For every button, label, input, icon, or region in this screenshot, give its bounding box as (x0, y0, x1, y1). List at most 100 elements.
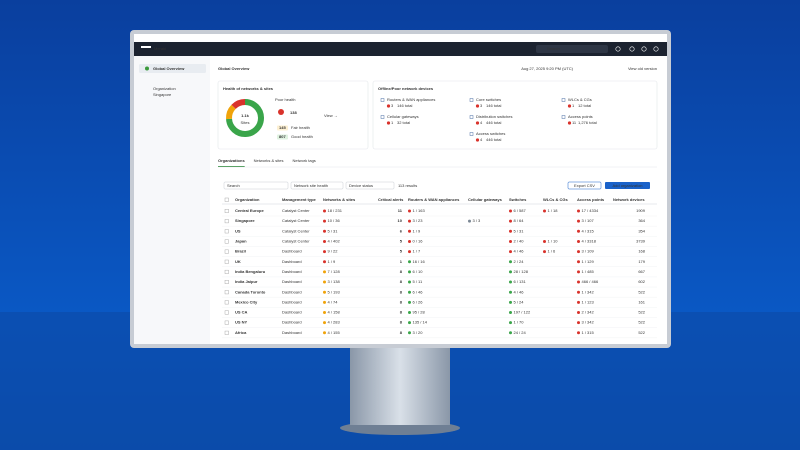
critical-alerts[interactable]: 8 (400, 330, 403, 335)
tab[interactable]: Network tags (292, 158, 315, 163)
network-devices: 161 (638, 299, 645, 304)
tab-indicator (218, 166, 245, 167)
top-icon[interactable] (615, 46, 621, 52)
cell-count: 4 / 46 (514, 249, 525, 254)
header-checkbox[interactable] (224, 197, 229, 202)
row-checkbox[interactable] (224, 330, 229, 335)
device-name[interactable]: Routers & WAN appliances (387, 97, 435, 102)
cell: Catalyst Center (282, 208, 310, 213)
filter-text: Search (227, 183, 240, 188)
row-checkbox[interactable] (224, 239, 229, 244)
device-name[interactable]: Cellular gateways (387, 114, 419, 119)
status-dot (509, 280, 512, 284)
status-dot (577, 280, 580, 284)
cell: Dashboard (282, 310, 302, 315)
cell-count: 7 / 128 (328, 269, 341, 274)
row-checkbox[interactable] (224, 280, 229, 284)
org-link[interactable]: US NY (235, 320, 248, 325)
row-checkbox[interactable] (224, 209, 229, 213)
top-icon[interactable] (629, 46, 635, 52)
device-name[interactable]: Access switches (476, 131, 505, 136)
status-dot (408, 321, 411, 325)
critical-alerts[interactable]: 8 (400, 299, 403, 304)
top-icon[interactable] (641, 46, 647, 52)
offline-count: 4 (480, 120, 483, 125)
device-name[interactable]: Access points (568, 114, 593, 119)
add-button[interactable] (605, 182, 650, 189)
row-checkbox[interactable] (224, 229, 229, 234)
status-dot (509, 290, 512, 294)
org-link[interactable]: Japan (235, 239, 247, 244)
critical-alerts[interactable]: 8 (400, 320, 403, 325)
nav-icon (145, 66, 149, 71)
org-link[interactable]: India Bengaluru (235, 269, 266, 274)
offline-count: 1 (391, 120, 394, 125)
critical-alerts[interactable]: 5 (400, 249, 403, 254)
critical-alerts[interactable]: 5 (400, 239, 403, 244)
cell-count: 5 / 31 (328, 228, 339, 233)
cell-count: 135 / 14 (413, 320, 428, 325)
add-label: Add organization (612, 183, 642, 188)
org-link[interactable]: UK (235, 259, 241, 264)
view-link[interactable]: View → (324, 113, 338, 118)
org-link[interactable]: India Jaipur (235, 279, 258, 284)
offline-dot (386, 104, 391, 108)
status-dot (323, 321, 326, 325)
org-link[interactable]: US CA (235, 310, 248, 315)
device-icon (561, 115, 566, 119)
logo (141, 46, 151, 48)
critical-alerts[interactable]: 6 (400, 228, 403, 233)
device-name[interactable]: Core switches (476, 97, 501, 102)
org-link[interactable]: Africa (235, 330, 247, 335)
cell-count: 466 / 466 (582, 279, 599, 284)
critical-alerts[interactable]: 1 (400, 259, 403, 264)
row-checkbox[interactable] (224, 290, 229, 295)
critical-alerts[interactable]: 8 (400, 310, 403, 315)
org-link[interactable]: Canada Toronto (235, 289, 266, 294)
row-checkbox[interactable] (224, 310, 229, 315)
stand-neck (350, 345, 450, 425)
network-devices: 522 (638, 320, 645, 325)
nav-item[interactable]: Global Overview (153, 66, 185, 71)
search-placeholder: Search (547, 46, 560, 51)
filter-input[interactable] (290, 181, 344, 190)
cell-count: 6 / 131 (514, 279, 527, 284)
org-link[interactable]: Singapore (235, 218, 255, 223)
critical-alerts[interactable]: 8 (400, 289, 403, 294)
org-select[interactable]: Singapore (153, 92, 172, 97)
cell-count: 1 / 70 (514, 320, 525, 325)
org-link[interactable]: Mexico City (235, 299, 258, 304)
row-checkbox[interactable] (224, 259, 229, 264)
row-checkbox[interactable] (224, 219, 229, 224)
cell-count: 6 / 46 (413, 289, 424, 294)
filter-input[interactable] (223, 181, 289, 190)
row-checkbox[interactable] (224, 320, 229, 325)
export-button[interactable] (567, 181, 602, 190)
device-name[interactable]: WLCs & CGs (568, 97, 592, 102)
tab[interactable]: Organizations (218, 158, 245, 163)
row-checkbox[interactable] (224, 249, 229, 254)
search-box[interactable] (536, 45, 608, 53)
critical-alerts[interactable]: 10 (398, 218, 403, 223)
filter-input[interactable] (345, 181, 395, 190)
fair-label: Fair health (291, 125, 310, 130)
row-checkbox[interactable] (224, 269, 229, 274)
org-link[interactable]: Central Europe (235, 208, 264, 213)
offline-dot (475, 121, 480, 125)
org-link[interactable]: US (235, 228, 241, 233)
critical-alerts[interactable]: 8 (400, 269, 403, 274)
status-dot (509, 239, 512, 243)
critical-alerts[interactable]: 11 (398, 208, 403, 213)
status-dot (323, 239, 326, 243)
device-name[interactable]: Distribution switches (476, 114, 512, 119)
old-version-link[interactable]: View old version (628, 66, 657, 71)
status-dot (408, 331, 411, 335)
top-icon[interactable] (653, 46, 659, 52)
poor-label: Poor health (275, 97, 295, 102)
fair-badge (277, 125, 288, 131)
status-dot (408, 239, 411, 243)
tab[interactable]: Networks & sites (254, 158, 284, 163)
row-checkbox[interactable] (224, 300, 229, 305)
critical-alerts[interactable]: 8 (400, 279, 403, 284)
org-link[interactable]: Brazil (235, 249, 246, 254)
